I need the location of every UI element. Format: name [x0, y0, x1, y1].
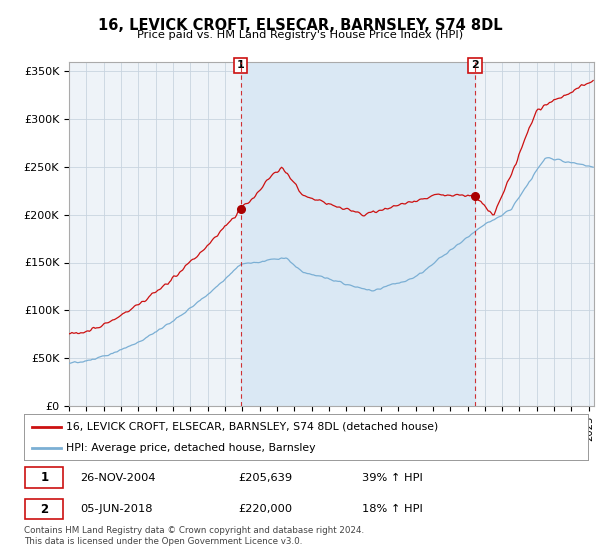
Text: £220,000: £220,000	[238, 504, 292, 514]
Text: 1: 1	[40, 471, 49, 484]
FancyBboxPatch shape	[25, 499, 64, 519]
Text: Contains HM Land Registry data © Crown copyright and database right 2024.
This d: Contains HM Land Registry data © Crown c…	[24, 526, 364, 546]
Text: 2: 2	[471, 60, 479, 71]
FancyBboxPatch shape	[25, 468, 64, 488]
Text: 2: 2	[40, 502, 49, 516]
Text: 16, LEVICK CROFT, ELSECAR, BARNSLEY, S74 8DL: 16, LEVICK CROFT, ELSECAR, BARNSLEY, S74…	[98, 18, 502, 33]
Text: HPI: Average price, detached house, Barnsley: HPI: Average price, detached house, Barn…	[66, 443, 316, 453]
Text: Price paid vs. HM Land Registry's House Price Index (HPI): Price paid vs. HM Land Registry's House …	[137, 30, 463, 40]
Text: 1: 1	[236, 60, 244, 71]
Text: 16, LEVICK CROFT, ELSECAR, BARNSLEY, S74 8DL (detached house): 16, LEVICK CROFT, ELSECAR, BARNSLEY, S74…	[66, 422, 439, 432]
Text: 05-JUN-2018: 05-JUN-2018	[80, 504, 153, 514]
Text: 26-NOV-2004: 26-NOV-2004	[80, 473, 156, 483]
Text: £205,639: £205,639	[238, 473, 292, 483]
Text: 39% ↑ HPI: 39% ↑ HPI	[362, 473, 423, 483]
Text: 18% ↑ HPI: 18% ↑ HPI	[362, 504, 423, 514]
